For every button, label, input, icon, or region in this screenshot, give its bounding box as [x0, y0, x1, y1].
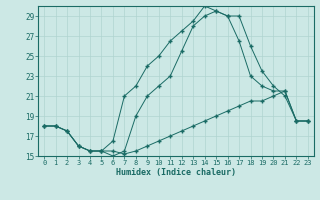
- X-axis label: Humidex (Indice chaleur): Humidex (Indice chaleur): [116, 168, 236, 177]
